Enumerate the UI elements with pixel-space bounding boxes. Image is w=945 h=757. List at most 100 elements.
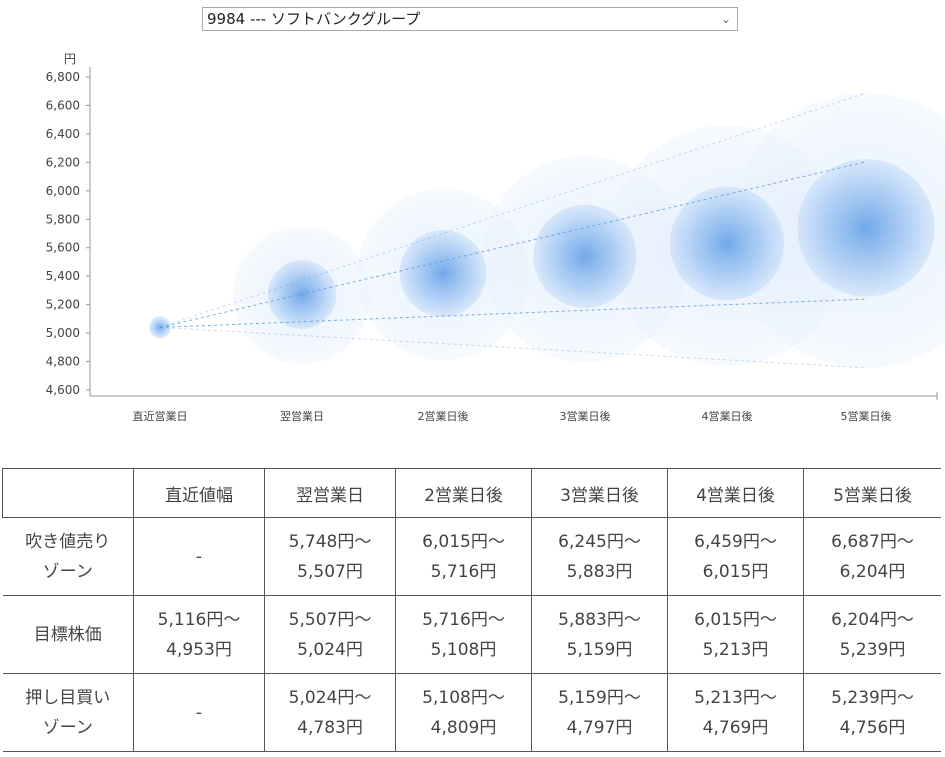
table-cell-line: 5,716円～ — [422, 609, 505, 630]
table-cell: 6,687円～ 6,204円 — [803, 517, 941, 596]
table-header: 2営業日後 — [395, 468, 532, 518]
table-cell-line: 4,783円 — [297, 717, 363, 738]
table-cell-line: 6,204円 — [839, 561, 906, 582]
stock-select[interactable]: 9984 --- ソフトバンクグループ ⌄ — [202, 7, 738, 31]
target-bubble — [399, 230, 487, 317]
table-row: 押し目買いゾーン - 5,024円～ 4,783円 5,108円～ 4,809円 5,159… — [2, 673, 941, 752]
table-cell-line: 5,108円～ — [422, 687, 505, 708]
table-header: 4営業日後 — [667, 468, 804, 518]
table-cell-line: 5,239円～ — [831, 687, 914, 708]
table-cell-line: 4,769円 — [702, 717, 769, 738]
chart-dash-lines — [159, 92, 867, 369]
row-label: 吹き値売り ゾーン — [2, 517, 134, 596]
y-tick-label: 5,800 — [46, 212, 80, 226]
y-tick-label: 5,600 — [46, 241, 80, 255]
table-cell-line: 5,239円 — [839, 639, 906, 660]
y-tick-label: 6,800 — [46, 70, 80, 84]
table-cell-line: 5,883円 — [566, 561, 633, 582]
y-tick-label: 6,200 — [46, 155, 80, 169]
row-label: 目標株価 — [2, 595, 134, 674]
y-tick-label: 6,000 — [46, 184, 80, 198]
row-label-line: 目標株価 — [33, 624, 102, 645]
table-cell-line: 6,245円～ — [558, 531, 641, 552]
table-cell-line: 5,159円 — [566, 639, 633, 660]
chart-axes — [86, 67, 938, 400]
table-cell-line: 4,797円 — [566, 717, 633, 738]
row-label-line: 吹き値売り — [25, 531, 111, 552]
table-cell-line: 6,459円～ — [694, 531, 777, 552]
table-header-row: 直近値幅 翌営業日 2営業日後 3営業日後 4営業日後 5営業日後 — [2, 468, 941, 518]
table-cell: 6,015円～ 5,213円 — [667, 595, 804, 674]
table-header: 直近値幅 — [133, 468, 265, 518]
stock-select-value: 9984 --- ソフトバンクグループ — [207, 10, 421, 28]
table-cell: 6,459円～ 6,015円 — [667, 517, 804, 596]
table-cell-line: 5,883円～ — [558, 609, 641, 630]
table-row: 吹き値売り ゾーン - 5,748円～ 5,507円 6,015円～ 5,716円 6,245… — [2, 517, 941, 596]
table-cell-line: 5,116円～ — [157, 609, 241, 630]
table-cell-line: 4,756円 — [839, 717, 906, 738]
table-cell: 6,245円～ 5,883円 — [531, 517, 668, 596]
table-cell-line: 5,213円 — [702, 639, 769, 660]
dash-line-target_upper — [159, 161, 867, 328]
target-bubble — [533, 204, 637, 308]
table-cell-line: 6,204円～ — [831, 609, 914, 630]
table-cell: 5,883円～ 5,159円 — [531, 595, 668, 674]
table-cell: 6,204円～ 5,239円 — [803, 595, 941, 674]
row-label: 押し目買い ゾーン — [2, 673, 134, 752]
row-label-line: ゾーン — [42, 717, 93, 738]
row-label-line: ゾーン — [42, 561, 93, 582]
dash-line-sell_zone_upper — [159, 92, 867, 328]
table-header: 5営業日後 — [803, 468, 941, 518]
row-label-line: 押し目買い — [25, 687, 111, 708]
table-header-corner — [2, 468, 134, 518]
x-tick-label: 2営業日後 — [418, 409, 469, 423]
table-cell-line: 5,024円 — [297, 639, 363, 660]
table-header: 翌営業日 — [264, 468, 396, 518]
table-header: 3営業日後 — [531, 468, 668, 518]
y-tick-label: 4,600 — [46, 383, 80, 397]
table-cell-line: 5,024円～ — [288, 687, 372, 708]
x-tick-label: 3営業日後 — [560, 409, 611, 423]
y-unit-label: 円 — [64, 52, 76, 66]
table-cell-line: 6,687円～ — [831, 531, 914, 552]
y-tick-label: 5,200 — [46, 298, 80, 312]
dash-line-buy_zone_lower — [159, 326, 867, 369]
y-tick-label: 5,000 — [46, 326, 80, 340]
target-bubble — [669, 186, 785, 301]
dash-line-target_lower — [159, 298, 867, 328]
table-cell-line: 6,015円 — [702, 561, 769, 582]
x-tick-label: 翌営業日 — [280, 409, 324, 423]
table-cell: 5,716円～ 5,108円 — [395, 595, 532, 674]
x-tick-label: 4営業日後 — [702, 409, 753, 423]
table-cell-line: 5,213円～ — [694, 687, 777, 708]
table-cell: 5,116円～ 4,953円 — [133, 595, 265, 674]
table-cell: 5,507円～ 5,024円 — [264, 595, 396, 674]
forecast-chart: 4,600 4,800 5,000 5,200 5,400 5,600 5,800 6,000… — [46, 52, 945, 423]
table-cell: 5,239円～ 4,756円 — [803, 673, 941, 752]
table-cell: 5,159円～ 4,797円 — [531, 673, 668, 752]
table-cell-line: 4,953円 — [166, 639, 232, 660]
x-tick-label: 直近営業日 — [133, 409, 188, 423]
table-cell-line: 5,507円 — [297, 561, 363, 582]
chevron-down-icon: ⌄ — [720, 12, 731, 26]
table-cell-line: 5,108円 — [430, 639, 497, 660]
table-cell: 6,015円～ 5,716円 — [395, 517, 532, 596]
table-cell: 5,748円～ 5,507円 — [264, 517, 396, 596]
table-cell-line: 5,716円 — [430, 561, 497, 582]
table-cell: - — [133, 673, 265, 752]
chart-labels: 4,600 4,800 5,000 5,200 5,400 5,600 5,800 6,000… — [46, 52, 892, 423]
y-tick-label: 4,800 — [46, 355, 80, 369]
table-cell: 5,024円～ 4,783円 — [264, 673, 396, 752]
table-cell-line: - — [195, 702, 203, 723]
x-tick-label: 5営業日後 — [841, 409, 892, 423]
chart-bubbles — [149, 93, 945, 368]
table-cell-line: 6,015円～ — [422, 531, 505, 552]
table-cell-line: 5,748円～ — [288, 531, 372, 552]
zones-table: 直近値幅 翌営業日 2営業日後 3営業日後 4営業日後 5営業日後 吹き値売りゾ… — [2, 468, 941, 752]
table-cell-line: 4,809円 — [430, 717, 497, 738]
table-cell: 5,108円～ 4,809円 — [395, 673, 532, 752]
y-tick-label: 6,600 — [46, 98, 80, 112]
table-cell: - — [133, 517, 265, 596]
table-cell-line: 6,015円～ — [694, 609, 777, 630]
y-tick-label: 6,400 — [46, 127, 80, 141]
